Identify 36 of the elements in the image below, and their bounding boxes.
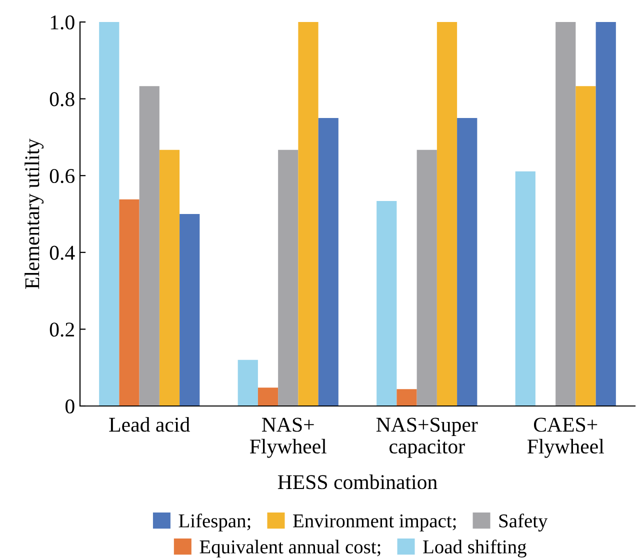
legend-label: Safety: [499, 514, 548, 532]
y-tick-label: 0.8: [50, 92, 74, 106]
bar: [258, 388, 278, 406]
legend-label: Equivalent annual cost;: [200, 540, 380, 558]
bar: [119, 199, 140, 406]
x-tick-label: CAES+ Flywheel: [527, 418, 604, 458]
y-tick-label: 0: [66, 399, 74, 414]
bar: [576, 86, 596, 406]
bar: [278, 150, 298, 406]
y-axis-title: Elementary utility: [24, 138, 44, 289]
bar: [99, 22, 120, 406]
bar: [376, 200, 397, 406]
legend-label: Environment impact;: [293, 514, 456, 532]
bar: [416, 150, 437, 406]
y-tick-label: 1.0: [50, 15, 74, 30]
bar: [139, 86, 160, 406]
x-axis-title: HESS combination: [278, 474, 438, 490]
x-tick-label: Lead acid: [109, 417, 190, 432]
legend-label: Lifespan;: [178, 514, 250, 532]
y-tick-label: 0.2: [50, 322, 74, 337]
legend-label: Load shifting: [423, 540, 526, 558]
bar: [436, 22, 458, 406]
bar: [298, 22, 318, 406]
bar: [457, 118, 478, 406]
x-tick-label: NAS+Super capacitor: [376, 418, 478, 458]
bar: [318, 118, 338, 406]
bar: [238, 360, 258, 406]
y-tick-label: 0.6: [50, 168, 75, 184]
bar: [515, 171, 536, 406]
y-tick-label: 0.4: [50, 246, 75, 260]
bar: [596, 22, 616, 406]
x-tick-label: NAS+ Flywheel: [250, 418, 326, 458]
bar: [556, 22, 576, 406]
bar: [159, 150, 180, 406]
bar: [180, 214, 200, 406]
bar: [396, 389, 417, 406]
